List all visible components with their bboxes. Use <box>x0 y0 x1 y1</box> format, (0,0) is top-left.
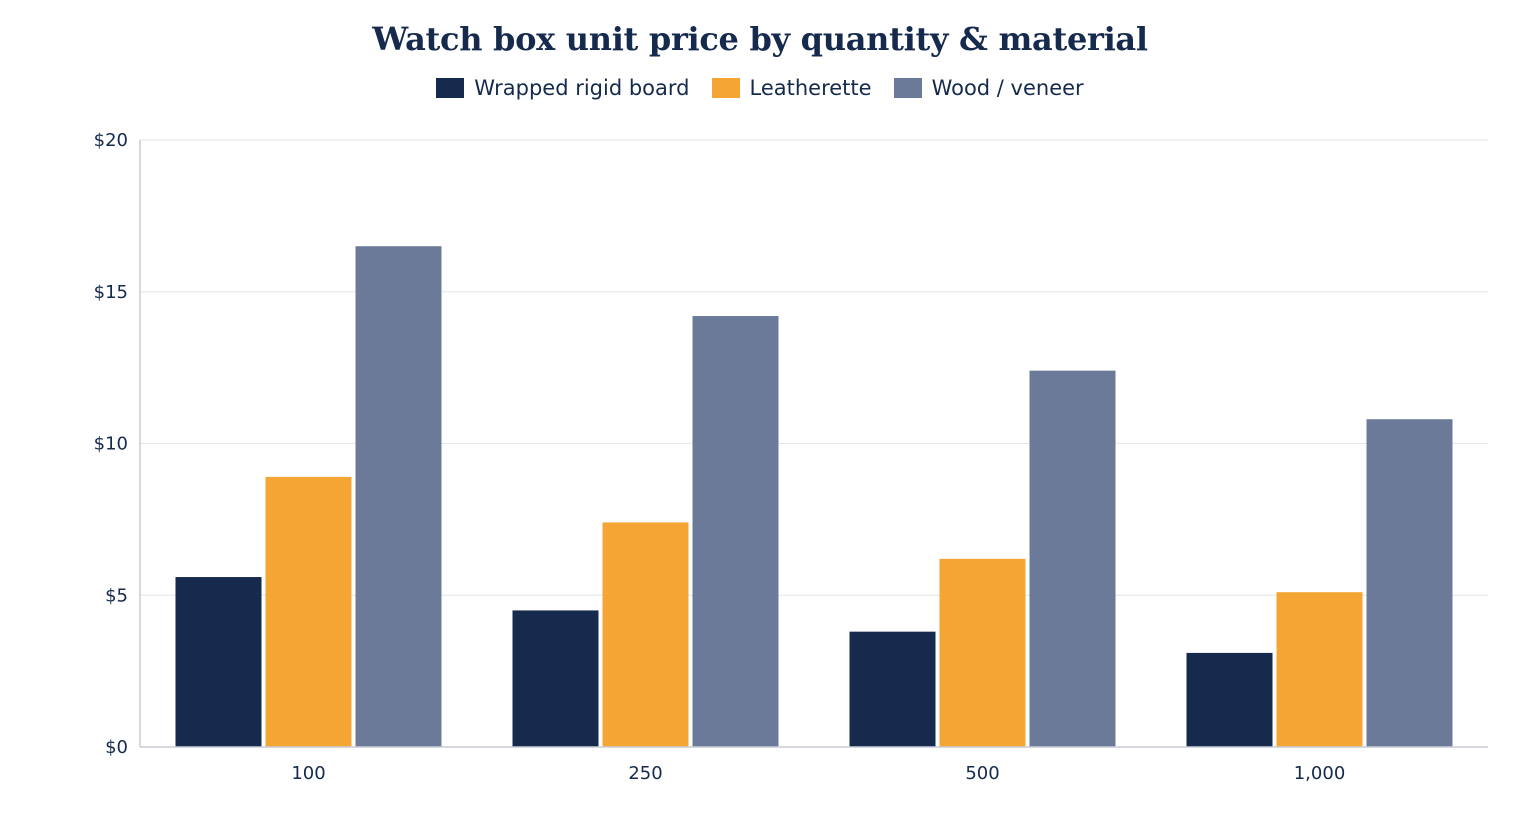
legend-swatch-wrapped-rigid-board <box>436 78 465 98</box>
y-axis-ticks: $0 $5 $10 $15 $20 <box>94 130 128 758</box>
bar-wrapped-rigid-board-250[interactable] <box>512 610 599 747</box>
y-tick-label: $20 <box>94 130 128 151</box>
x-tick-label: 1,000 <box>1294 763 1346 784</box>
legend-label-leatherette: Leatherette <box>749 76 872 100</box>
legend-swatch-leatherette <box>711 78 740 98</box>
x-axis-ticks: 100 250 500 1,000 <box>291 763 1345 784</box>
y-tick-label: $0 <box>105 737 128 758</box>
legend-label-wrapped-rigid-board: Wrapped rigid board <box>474 76 690 100</box>
bar-leatherette-100[interactable] <box>265 476 352 747</box>
legend-item-wrapped-rigid-board[interactable]: Wrapped rigid board <box>436 76 690 100</box>
y-tick-label: $5 <box>105 585 128 606</box>
x-tick-label: 100 <box>291 763 325 784</box>
x-tick-label: 250 <box>628 763 662 784</box>
legend-item-leatherette[interactable]: Leatherette <box>711 76 872 100</box>
bar-wood-veneer-500[interactable] <box>1029 370 1116 747</box>
legend-label-wood-veneer: Wood / veneer <box>931 76 1084 100</box>
bar-wrapped-rigid-board-500[interactable] <box>849 631 936 747</box>
bar-wood-veneer-1000[interactable] <box>1366 419 1453 747</box>
bar-leatherette-500[interactable] <box>939 558 1026 747</box>
legend-swatch-wood-veneer <box>893 78 922 98</box>
y-tick-label: $10 <box>94 434 128 455</box>
x-tick-label: 500 <box>965 763 999 784</box>
bar-wood-veneer-250[interactable] <box>692 316 779 747</box>
bar-leatherette-1000[interactable] <box>1276 592 1363 747</box>
legend-item-wood-veneer[interactable]: Wood / veneer <box>893 76 1084 100</box>
legend: Wrapped rigid board Leatherette Wood / v… <box>0 76 1520 100</box>
bar-wood-veneer-100[interactable] <box>355 246 442 747</box>
bar-wrapped-rigid-board-100[interactable] <box>175 577 262 747</box>
bar-wrapped-rigid-board-1000[interactable] <box>1186 652 1273 747</box>
bar-leatherette-250[interactable] <box>602 522 689 747</box>
chart-title: Watch box unit price by quantity & mater… <box>372 20 1148 58</box>
bars <box>175 246 1453 747</box>
y-tick-label: $15 <box>94 282 128 303</box>
axes <box>139 140 1488 748</box>
